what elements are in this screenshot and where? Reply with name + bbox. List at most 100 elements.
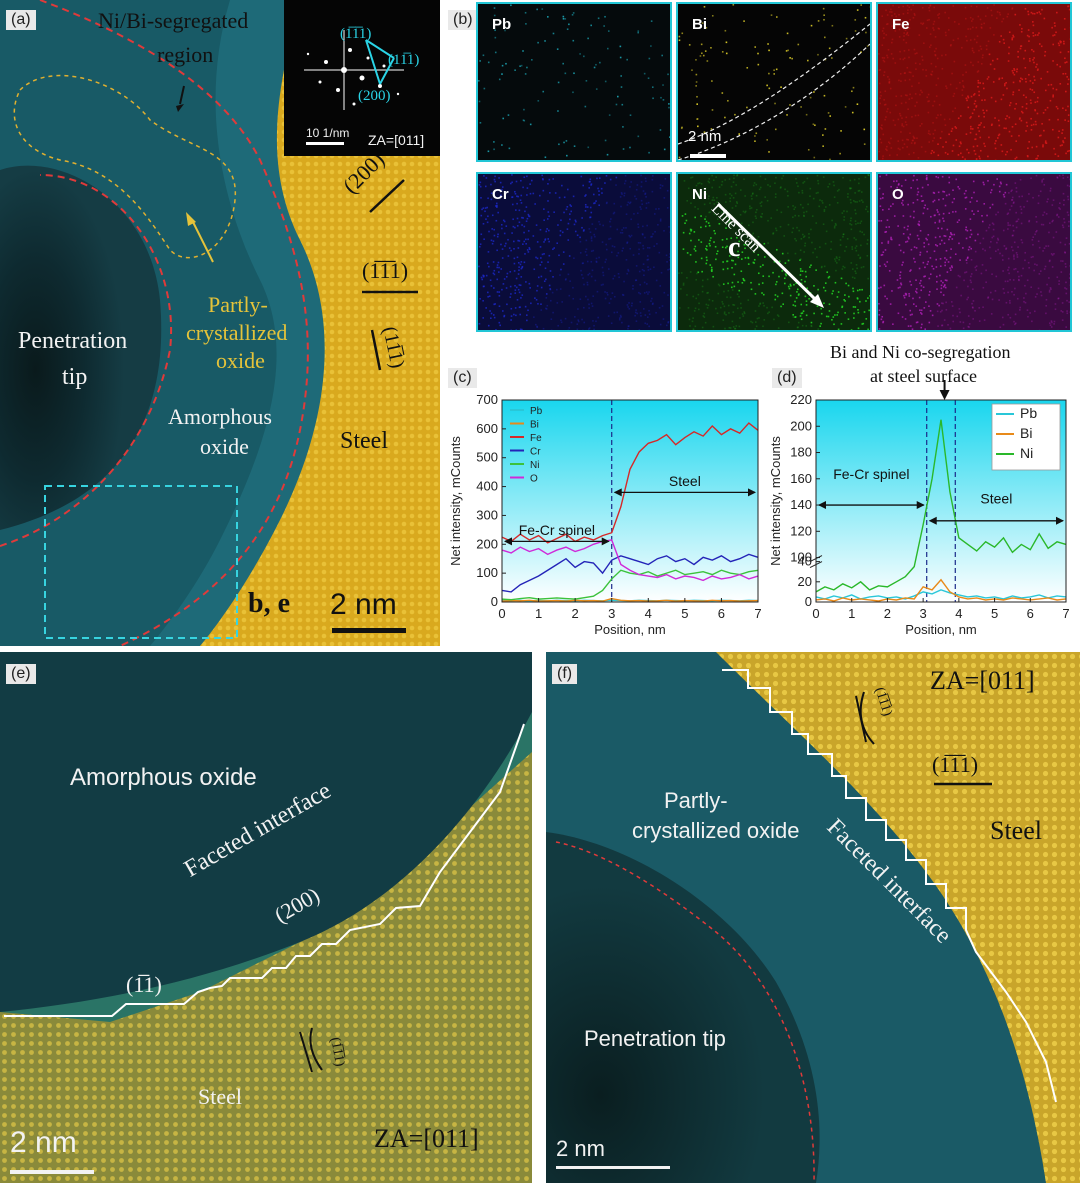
penetration-tip-label-1: Penetration [18,328,128,354]
arrowhead-left [504,537,512,546]
partly-crystallized-label-2: crystallized [186,320,288,345]
plane-1m11-label: (1̅1̅1) [362,258,409,283]
steel-label: Steel [340,428,388,454]
panel-f-steel-label: Steel [990,816,1042,845]
series-line-bi [815,578,1067,602]
eds-map-pb: Pb [476,2,672,162]
legend-label-bi: Bi [530,420,539,431]
arrowhead-right [748,488,756,497]
x-tick-label: 6 [1027,606,1034,621]
x-tick-label: 1 [535,606,542,621]
y-tick-label: 20 [798,574,812,589]
series-line-ni [501,569,759,601]
series-line-fe [501,422,759,544]
y-tick-label: 700 [476,392,498,407]
eds-label-cr: Cr [492,186,509,203]
y-tick-label: 0 [805,594,812,609]
legend-label-pb: Pb [1020,405,1037,421]
legend-label-cr: Cr [530,447,541,458]
x-tick-label: 2 [572,606,579,621]
x-tick-label: 0 [812,606,819,621]
legend-label-ni: Ni [530,460,539,471]
eds-dots-bi [677,4,872,161]
panel-b-eds-maps: (b) Pb Bi 2 nm Fe Cr Ni Line scan c O [446,0,1080,335]
eds-map-grid: Pb Bi 2 nm Fe Cr Ni Line scan c O [476,0,1080,334]
eds-map-bi: Bi 2 nm [676,2,872,162]
panel-e-scale-label: 2 nm [10,1126,77,1159]
y-tick-label: 120 [790,523,812,538]
panel-c-chart-svg: 0 1 2 3 4 5 6 7 0 100 200 300 400 500 600 700 Position, … [448,392,762,637]
y-tick-label: 200 [476,536,498,551]
amorphous-oxide-label-1: Amorphous [168,404,272,429]
y-tick-label: 40 [798,554,812,569]
x-axis-label: Position, nm [594,622,666,637]
y-tick-label: 180 [790,445,812,460]
co-segregation-arrowhead [939,390,950,400]
x-tick-label: 7 [1062,606,1069,621]
axis-break-mark [809,555,823,563]
legend-label-ni: Ni [1020,445,1033,461]
eds-dots-o [878,174,1072,332]
y-tick-label: 100 [790,550,812,565]
x-tick-label: 4 [645,606,652,621]
panel-f-partly-label-2: crystallized oxide [632,818,800,843]
ni-bi-region-label-2: region [157,42,214,67]
panel-f-plane-1m1m1-b: (1̅1̅1) [932,752,979,777]
panel-d-line-scan-chart: (d) Bi and Ni co-segregation at steel su… [770,342,1080,644]
ni-bi-region-label: Ni/Bi-segregated [98,8,249,33]
box-b-e-label: b, e [248,588,290,619]
y-tick-label: 100 [476,565,498,580]
fft-zone-axis: ZA=[011] [368,132,425,148]
panel-a-tem-image: (a) Ni/Bi-segregated region Partly- crys… [0,0,440,646]
legend-label-bi: Bi [1020,425,1032,441]
partly-crystallized-label-1: Partly- [208,292,268,317]
panel-e-tem-image: (e) Amorphous oxide Faceted interface (2… [0,652,532,1183]
x-tick-label: 2 [884,606,891,621]
legend-label-o: O [530,474,538,485]
panel-e-zone-axis: ZA=[011] [374,1124,479,1153]
plot-area [502,400,758,602]
y-tick-label: 300 [476,507,498,522]
fft-scale-label: 10 1/nm [306,126,350,140]
series-line-ni [815,419,1067,593]
series-line-o [501,539,759,582]
y-axis-label: Net intensity, mCounts [770,436,783,566]
arrowhead-left [818,501,826,510]
line-scan-letter: c [728,232,741,263]
partly-crystallized-label-3: oxide [216,348,265,373]
x-tick-label: 1 [848,606,855,621]
fft-inset: (1̅1̅1) (11̅1) (200) 10 1/nm ZA=[011] [284,0,440,156]
region-label: Steel [669,473,701,489]
eds-map-ni: Ni Line scan c [676,172,872,332]
x-tick-label: 3 [920,606,927,621]
fft-plane-200: (200) [358,88,391,104]
y-tick-label: 400 [476,479,498,494]
y-axis-label: Net intensity, mCounts [448,436,463,566]
eds-map-cr: Cr [476,172,672,332]
panel-e-amorphous-label: Amorphous oxide [70,764,257,791]
arrowhead-right [1056,516,1064,525]
panel-f-tem-image: (f) ZA=[011] (1̅1̅1) (1̅1̅1) Partly- cry… [546,652,1080,1183]
x-tick-label: 7 [754,606,761,621]
x-tick-label: 5 [991,606,998,621]
arrowhead-left [613,488,622,497]
panel-e-micrograph [0,652,532,1183]
panel-c-line-scan-chart: (c) 0 1 2 3 4 5 6 7 0 100 200 300 400 500 600 700 Positi… [446,342,770,644]
eds-map-o: O [876,172,1072,332]
panel-e-steel-label: Steel [198,1084,242,1109]
panel-a-scale-label: 2 nm [330,588,397,621]
x-tick-label: 4 [955,606,962,621]
eds-label-o: O [892,186,904,203]
fft-plane-1m1m1: (1̅1̅1) [340,26,372,42]
y-tick-label: 600 [476,421,498,436]
eds-map-fe: Fe [876,2,1072,162]
y-tick-label: 220 [790,392,812,407]
panel-d-chart-svg: 0 1 2 3 4 5 6 7 100 120 140 160 180 200 220 0 20 40 Positi… [770,380,1070,637]
plot-frame [501,399,759,603]
eds-dots-fe [878,4,1072,162]
x-axis-label: Position, nm [905,622,977,637]
panel-f-zone-axis: ZA=[011] [930,666,1035,695]
eds-dots-ni [678,174,871,332]
eds-label-bi: Bi [692,16,707,33]
region-label: Fe-Cr spinel [833,466,909,482]
